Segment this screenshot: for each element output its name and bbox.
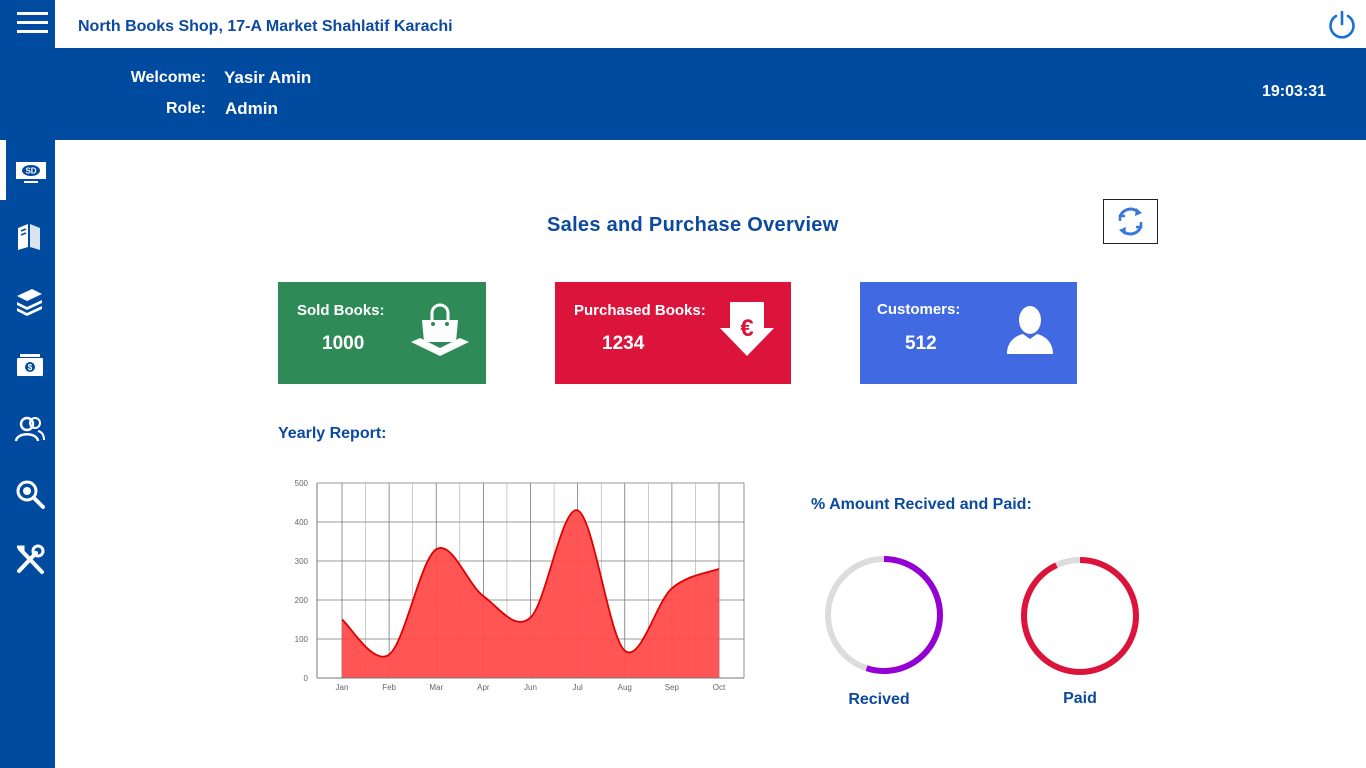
x-tick-label: Mar — [429, 683, 443, 692]
received-label: Recived — [848, 691, 910, 708]
paid-ring-progress — [1021, 557, 1139, 675]
paid-ring — [1021, 557, 1139, 675]
y-tick-label: 200 — [295, 596, 309, 605]
y-tick-label: 100 — [295, 635, 309, 644]
refresh-button[interactable] — [1103, 199, 1158, 244]
x-tick-label: Jan — [336, 683, 349, 692]
received-ring-progress — [825, 556, 943, 674]
sidebar-item-customers[interactable] — [0, 400, 55, 458]
x-tick-label: Apr — [477, 683, 490, 692]
sidebar-item-dashboard[interactable]: SD — [0, 141, 55, 199]
sold-books-label: Sold Books: — [297, 302, 385, 319]
sales-dashboard-icon: SD — [16, 162, 46, 183]
welcome-label: Welcome: — [130, 69, 206, 86]
svg-text:SD: SD — [25, 167, 36, 176]
money-icon: $ — [17, 354, 43, 376]
sold-books-card[interactable]: Sold Books: 1000 — [278, 282, 486, 384]
received-ring — [825, 556, 943, 674]
purchased-books-value: 1234 — [602, 333, 645, 354]
sold-books-value: 1000 — [322, 333, 365, 354]
hamburger-menu-icon[interactable] — [0, 0, 55, 48]
welcome-value: Yasir Amin — [224, 68, 312, 87]
x-tick-label: Sep — [665, 683, 680, 692]
percent-amount-label: % Amount Recived and Paid: — [811, 496, 1032, 513]
purchased-books-card[interactable]: Purchased Books: 1234 € — [555, 282, 791, 384]
sidebar-item-books[interactable] — [0, 206, 55, 264]
paid-label: Paid — [1063, 690, 1097, 707]
role-value: Admin — [225, 99, 278, 118]
y-tick-label: 500 — [295, 479, 309, 488]
euro-down-arrow-icon: € — [720, 302, 774, 356]
clock: 19:03:31 — [1262, 83, 1327, 100]
books-icon — [18, 224, 40, 250]
y-tick-label: 0 — [304, 674, 309, 683]
sidebar-item-inventory[interactable] — [0, 271, 55, 329]
sidebar-item-payments[interactable]: $ — [0, 336, 55, 394]
x-tick-label: Jul — [573, 683, 583, 692]
x-tick-label: Feb — [382, 683, 396, 692]
customers-label: Customers: — [877, 301, 961, 318]
refresh-icon — [1118, 207, 1143, 236]
sidebar: SD $ — [0, 48, 55, 768]
purchased-books-label: Purchased Books: — [574, 302, 706, 319]
svg-text:€: € — [740, 315, 753, 342]
page-title: Sales and Purchase Overview — [547, 214, 839, 236]
series-line — [341, 509, 720, 658]
search-icon — [16, 480, 45, 509]
area-fill — [342, 510, 719, 678]
shop-title: North Books Shop, 17-A Market Shahlatif … — [78, 18, 453, 35]
shopping-bag-icon — [411, 303, 469, 356]
user-header: Welcome: Yasir Amin Role: Admin 19:03:31 — [55, 48, 1366, 140]
x-tick-label: Aug — [618, 683, 632, 692]
sidebar-item-search[interactable] — [0, 465, 55, 523]
y-tick-label: 300 — [295, 557, 309, 566]
customers-card[interactable]: Customers: 512 — [860, 282, 1077, 384]
users-icon — [14, 416, 45, 442]
top-bar: North Books Shop, 17-A Market Shahlatif … — [0, 0, 1366, 48]
x-tick-label: Jun — [524, 683, 537, 692]
y-tick-label: 400 — [295, 518, 309, 527]
x-tick-label: Oct — [713, 683, 726, 692]
sidebar-item-settings[interactable] — [0, 530, 55, 588]
yearly-report-label: Yearly Report: — [278, 425, 387, 442]
power-icon[interactable] — [1326, 9, 1358, 41]
role-label: Role: — [166, 100, 206, 117]
customers-value: 512 — [905, 333, 937, 354]
svg-text:$: $ — [28, 363, 33, 372]
book-stack-icon — [17, 289, 42, 316]
user-icon — [1007, 306, 1053, 354]
yearly-report-chart: 0 100 200 300 400 500 Jan Feb Mar Apr Jun Jul Aug Sep… — [295, 479, 745, 692]
tools-icon — [17, 544, 45, 574]
active-indicator — [0, 140, 6, 200]
